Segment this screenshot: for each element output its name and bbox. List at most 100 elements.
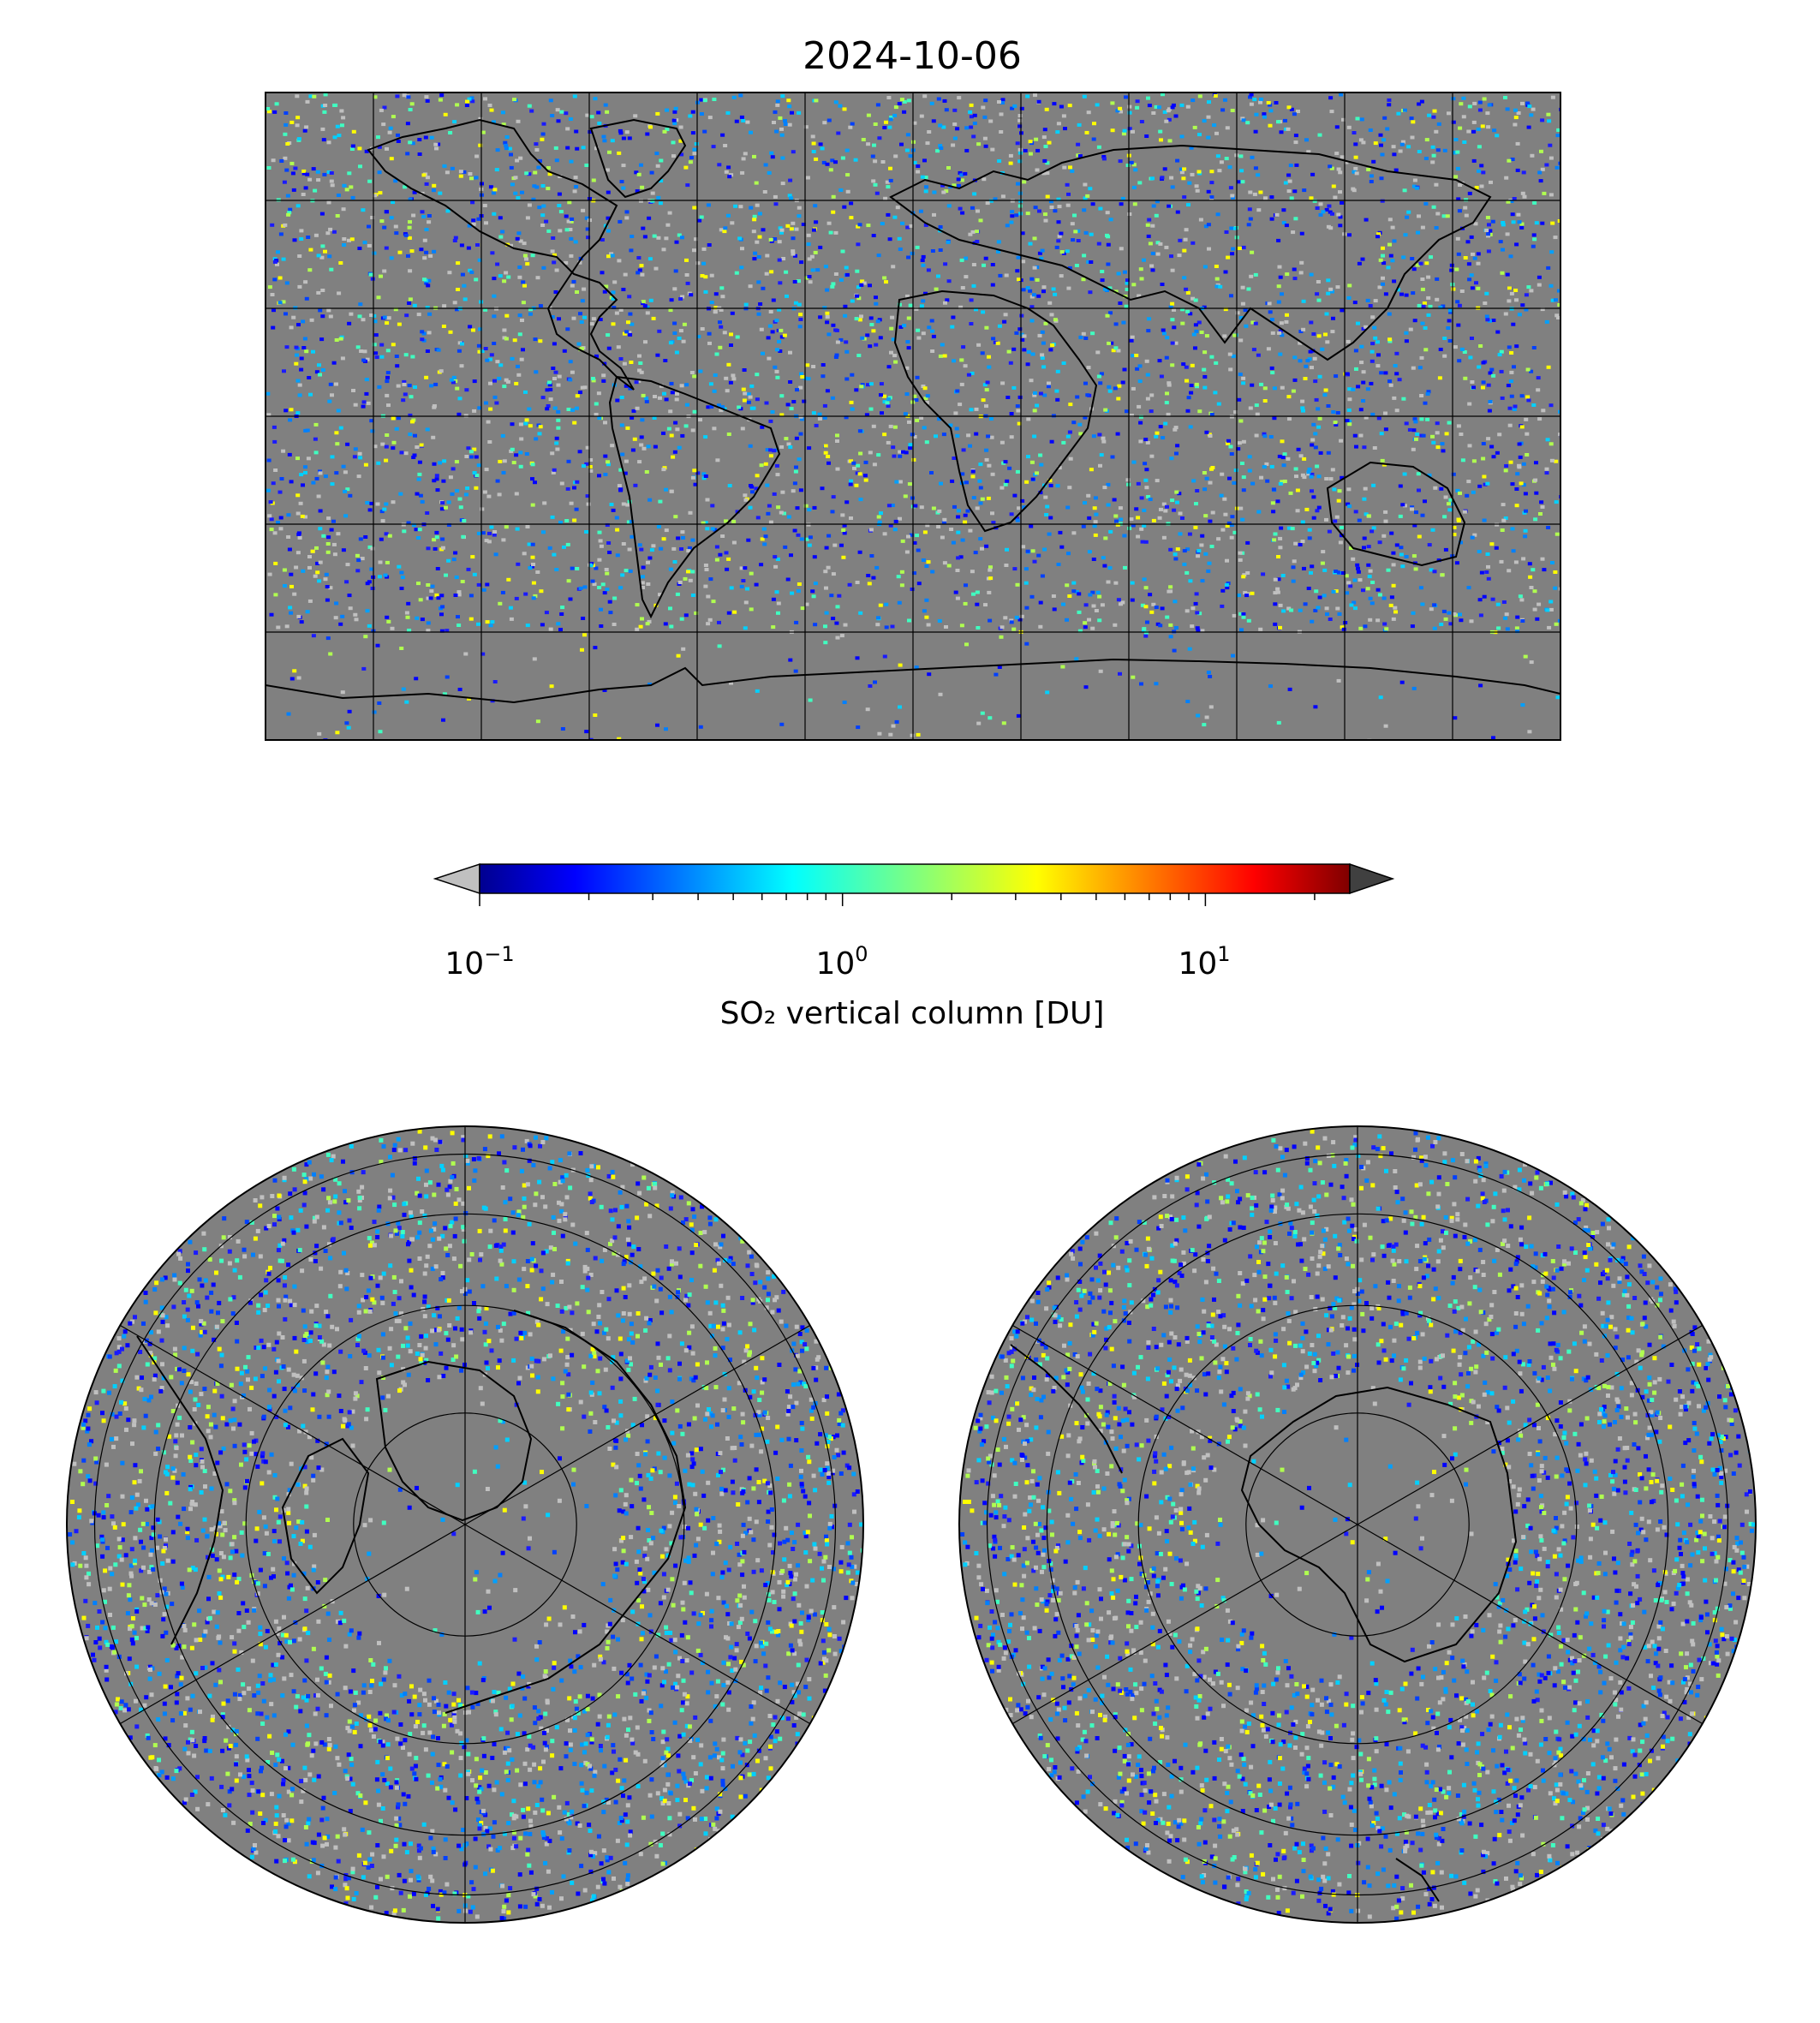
- so2-pixel: [1334, 152, 1340, 156]
- so2-pixel: [415, 1191, 420, 1196]
- so2-pixel: [1316, 474, 1322, 479]
- so2-pixel: [1306, 587, 1311, 590]
- so2-pixel: [474, 176, 479, 180]
- so2-pixel: [1311, 516, 1316, 520]
- so2-pixel: [859, 314, 863, 319]
- so2-pixel: [1463, 256, 1468, 260]
- so2-pixel: [1182, 549, 1187, 553]
- so2-pixel: [1154, 434, 1159, 439]
- so2-pixel: [509, 449, 514, 453]
- so2-pixel: [1525, 432, 1530, 436]
- so2-pixel: [635, 627, 640, 631]
- so2-pixel: [1268, 103, 1273, 107]
- so2-pixel: [985, 201, 990, 206]
- so2-pixel: [1544, 467, 1549, 471]
- so2-pixel: [630, 322, 635, 326]
- so2-pixel: [910, 433, 915, 437]
- so2-pixel: [558, 229, 563, 233]
- so2-pixel: [1478, 344, 1483, 348]
- so2-pixel: [1139, 277, 1144, 281]
- so2-pixel: [845, 189, 850, 194]
- so2-pixel: [565, 486, 570, 491]
- so2-pixel: [791, 150, 796, 154]
- so2-pixel: [445, 675, 450, 679]
- so2-pixel: [975, 602, 980, 606]
- so2-pixel: [700, 1204, 705, 1209]
- so2-pixel: [1035, 403, 1040, 408]
- so2-pixel: [1411, 291, 1416, 295]
- so2-pixel: [1094, 512, 1099, 516]
- so2-pixel: [1145, 620, 1149, 624]
- so2-pixel: [501, 538, 506, 542]
- so2-pixel: [681, 535, 685, 540]
- so2-pixel: [1388, 254, 1393, 258]
- so2-pixel: [720, 133, 725, 137]
- so2-pixel: [1280, 292, 1284, 296]
- so2-pixel: [1359, 344, 1364, 349]
- so2-pixel: [959, 358, 964, 362]
- so2-pixel: [1238, 373, 1243, 377]
- so2-pixel: [1309, 272, 1314, 277]
- so2-pixel: [664, 397, 669, 402]
- so2-pixel: [1030, 477, 1035, 481]
- so2-pixel: [1015, 404, 1020, 409]
- so2-pixel: [1077, 629, 1083, 633]
- so2-pixel: [421, 215, 427, 218]
- so2-pixel: [1051, 594, 1056, 598]
- so2-pixel: [170, 1475, 176, 1480]
- so2-pixel: [281, 257, 286, 261]
- so2-pixel: [443, 1226, 448, 1231]
- so2-pixel: [877, 731, 882, 736]
- so2-pixel: [399, 587, 404, 590]
- so2-pixel: [1524, 417, 1529, 421]
- so2-pixel: [351, 1896, 356, 1901]
- so2-pixel: [912, 394, 917, 398]
- north-polar-so2-pixels: [68, 1129, 863, 1923]
- so2-pixel: [731, 519, 737, 523]
- so2-pixel: [1010, 214, 1015, 218]
- so2-pixel: [886, 96, 892, 99]
- so2-pixel: [923, 291, 928, 295]
- so2-pixel: [286, 1729, 291, 1734]
- so2-pixel: [820, 374, 826, 379]
- so2-pixel: [1233, 468, 1238, 473]
- so2-pixel: [1534, 221, 1539, 225]
- so2-pixel: [527, 542, 532, 546]
- so2-pixel: [1459, 289, 1465, 293]
- so2-pixel: [1124, 304, 1129, 308]
- so2-pixel: [952, 108, 958, 112]
- so2-pixel: [255, 1683, 260, 1688]
- so2-pixel: [528, 566, 533, 570]
- so2-pixel: [106, 1494, 111, 1499]
- so2-pixel: [645, 311, 650, 315]
- so2-pixel: [322, 1742, 327, 1747]
- so2-pixel: [966, 373, 971, 377]
- so2-pixel: [606, 1297, 612, 1302]
- so2-pixel: [741, 118, 746, 122]
- so2-pixel: [384, 210, 389, 214]
- so2-pixel: [1218, 284, 1223, 289]
- so2-pixel: [988, 576, 994, 581]
- so2-pixel: [770, 330, 775, 334]
- so2-pixel: [830, 396, 835, 400]
- so2-pixel: [888, 178, 893, 182]
- so2-pixel: [1317, 133, 1322, 137]
- so2-pixel: [1415, 263, 1420, 267]
- so2-pixel: [588, 468, 594, 473]
- so2-pixel: [439, 594, 445, 598]
- so2-pixel: [1101, 436, 1106, 440]
- so2-pixel: [916, 164, 921, 168]
- so2-pixel: [771, 625, 776, 630]
- so2-pixel: [1279, 130, 1284, 134]
- so2-pixel: [1361, 588, 1365, 593]
- so2-pixel: [1067, 104, 1072, 108]
- so2-pixel: [451, 1712, 456, 1717]
- so2-pixel: [922, 609, 927, 613]
- so2-pixel: [552, 406, 558, 410]
- so2-pixel: [1523, 654, 1528, 659]
- so2-pixel: [990, 263, 995, 266]
- so2-pixel: [726, 557, 731, 561]
- so2-pixel: [811, 141, 816, 146]
- so2-pixel: [1020, 337, 1025, 342]
- so2-pixel: [821, 160, 826, 164]
